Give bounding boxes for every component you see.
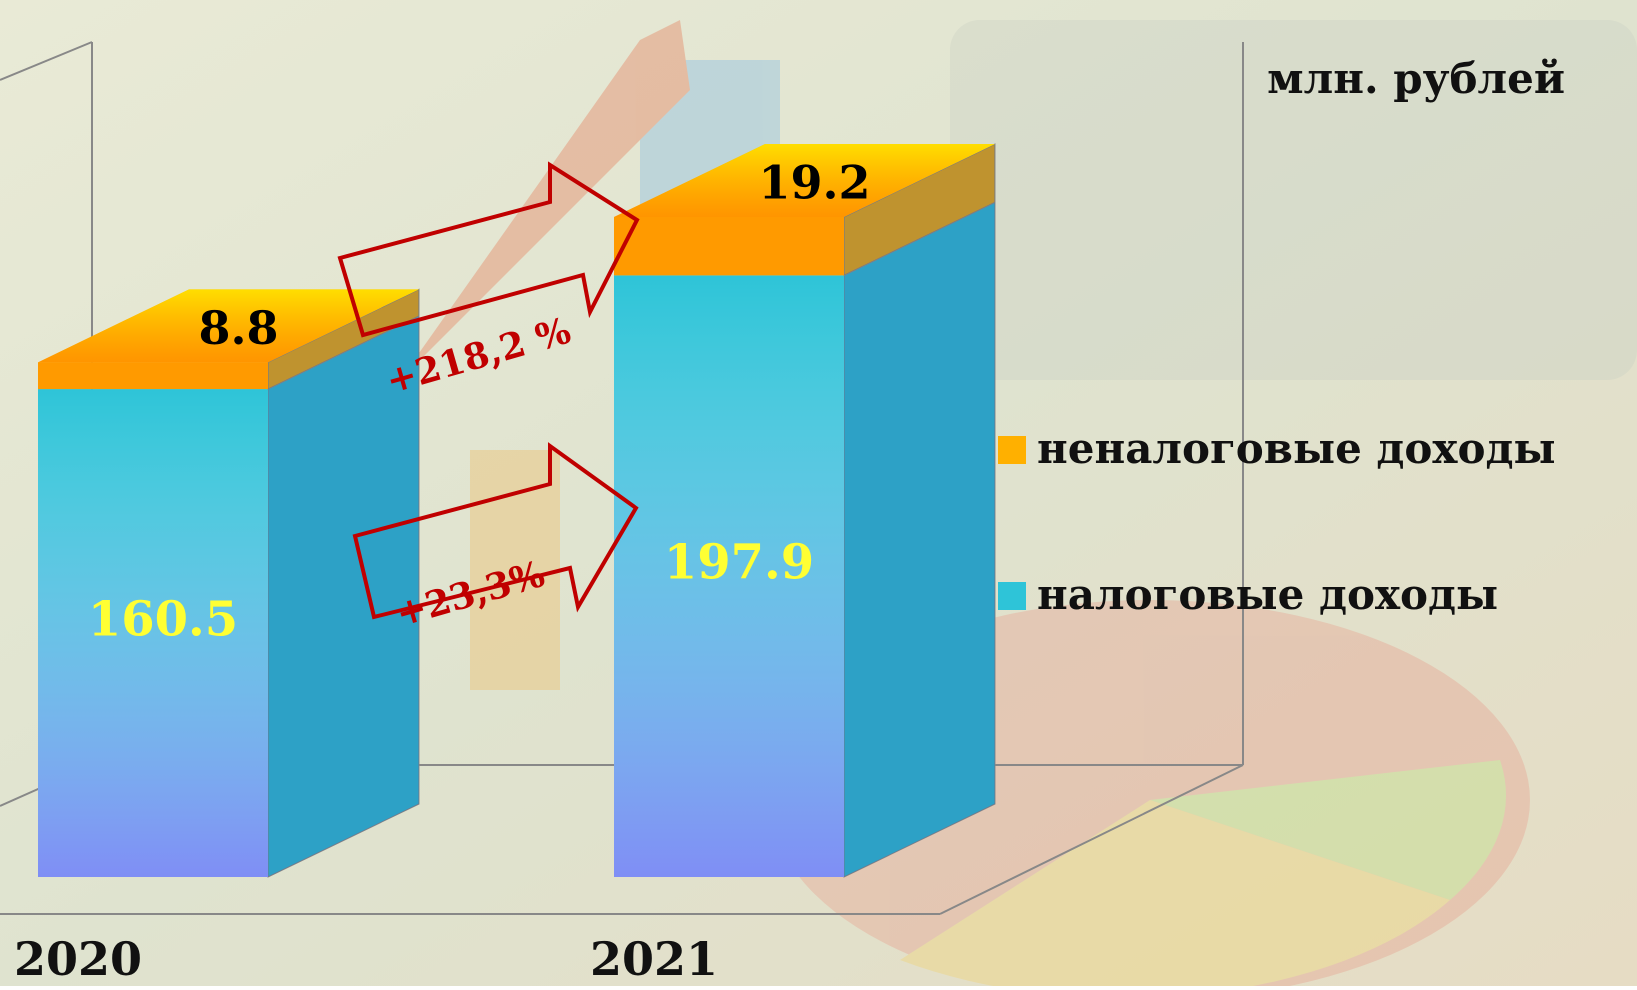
value-label: 197.9 xyxy=(664,535,814,591)
legend-swatch xyxy=(998,582,1026,610)
bar-shade xyxy=(38,362,268,389)
x-tick-label: 2020 xyxy=(14,932,142,986)
page: {"chart_data": {"type": "bar3d_stacked",… xyxy=(0,0,1637,986)
value-label: 19.2 xyxy=(758,156,870,210)
unit-label: млн. рублей xyxy=(1267,54,1565,103)
bar-segment: 160.5 xyxy=(38,316,419,877)
value-label: 8.8 xyxy=(198,301,278,355)
bar-segment: 197.9 xyxy=(614,202,995,877)
bar-side-shade xyxy=(844,202,995,877)
bar-shade xyxy=(614,217,844,275)
legend-label: неналоговые доходы xyxy=(1037,424,1556,473)
chart: млн. рублей 160.58.82020197.919.22021 +2… xyxy=(0,0,1637,986)
legend-label: налоговые доходы xyxy=(1037,570,1498,619)
legend-swatch xyxy=(998,436,1026,464)
x-tick-label: 2021 xyxy=(590,932,718,986)
value-label: 160.5 xyxy=(88,592,238,648)
